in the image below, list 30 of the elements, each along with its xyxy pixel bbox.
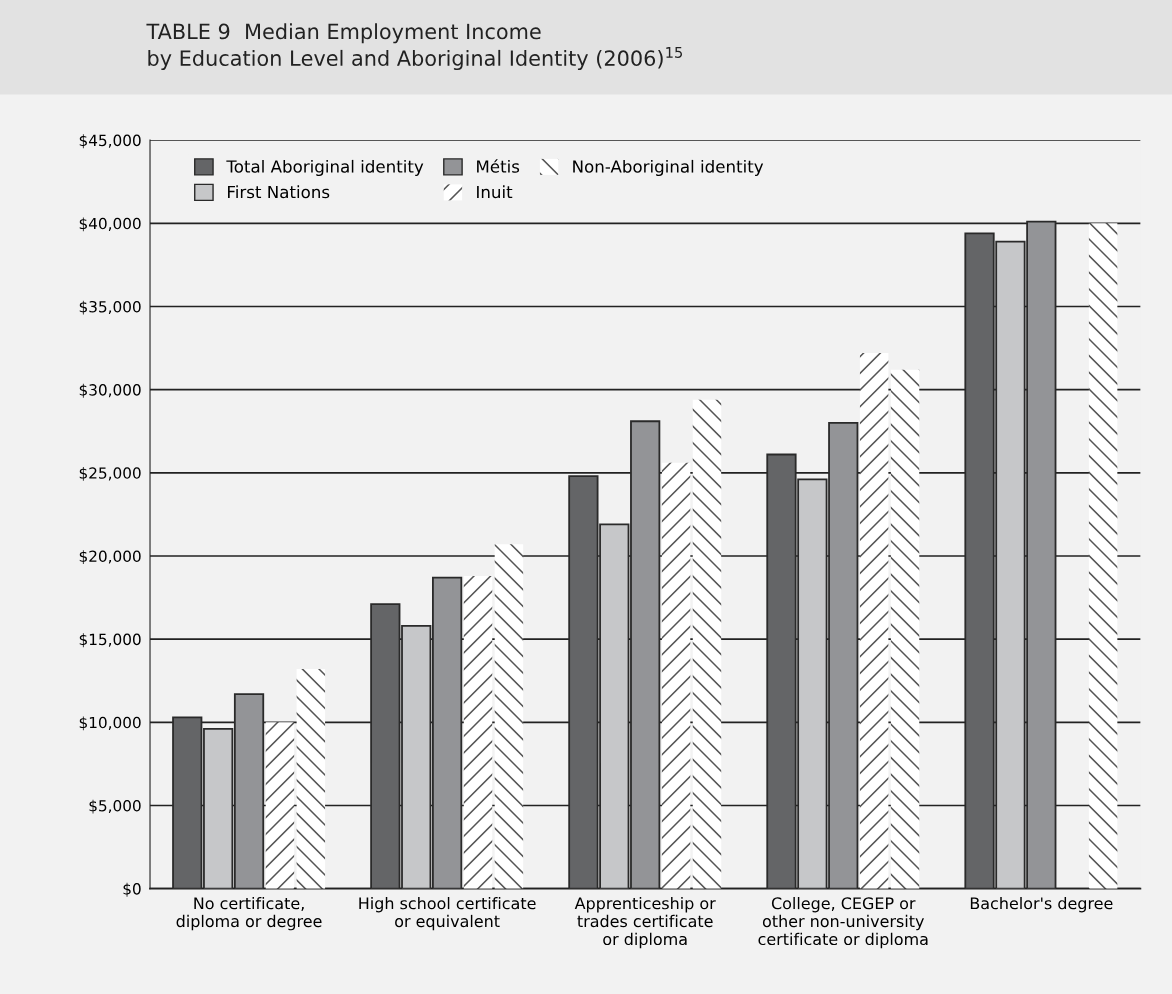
legend-label: First Nations bbox=[228, 185, 330, 199]
bar bbox=[1088, 223, 1118, 889]
y-tick-label: $25,000 bbox=[79, 467, 141, 481]
bar bbox=[661, 462, 691, 889]
y-tick-label: $45,000 bbox=[79, 134, 141, 149]
bar bbox=[296, 669, 326, 889]
bar bbox=[494, 544, 524, 889]
legend-label: Non-Aboriginal identity bbox=[573, 159, 764, 177]
x-tick-label: College, CEGEP or other non-university certificate or diploma bbox=[758, 896, 928, 949]
y-tick-label: $0 bbox=[123, 882, 141, 897]
y-tick-label: $30,000 bbox=[79, 383, 141, 398]
bar bbox=[890, 369, 920, 889]
bar bbox=[692, 399, 722, 889]
legend-label: Inuit bbox=[477, 185, 513, 199]
bar bbox=[859, 353, 889, 889]
bar bbox=[463, 575, 493, 889]
legend-label: Métis bbox=[477, 159, 520, 173]
y-tick-label: $35,000 bbox=[79, 300, 141, 315]
x-tick-label: Bachelor's degree bbox=[970, 896, 1113, 913]
y-tick-label: $5,000 bbox=[89, 799, 141, 814]
y-tick-label: $10,000 bbox=[79, 716, 141, 731]
x-tick-label: No certificate, diploma or degree bbox=[176, 896, 322, 931]
y-tick-label: $40,000 bbox=[79, 217, 141, 232]
y-tick-label: $15,000 bbox=[79, 633, 141, 648]
legend-label: Total Aboriginal identity bbox=[226, 159, 424, 177]
chart-title: TABLE 9 Median Employment Income by Education Level and Aboriginal Identity (2006)$^{15}$ bbox=[146, 23, 683, 71]
y-tick-label: $20,000 bbox=[79, 550, 141, 565]
x-tick-label: Apprenticeship or trades certificate or diploma bbox=[574, 896, 716, 949]
x-tick-label: High school certificate or equivalent bbox=[359, 896, 536, 931]
bar bbox=[265, 722, 295, 889]
